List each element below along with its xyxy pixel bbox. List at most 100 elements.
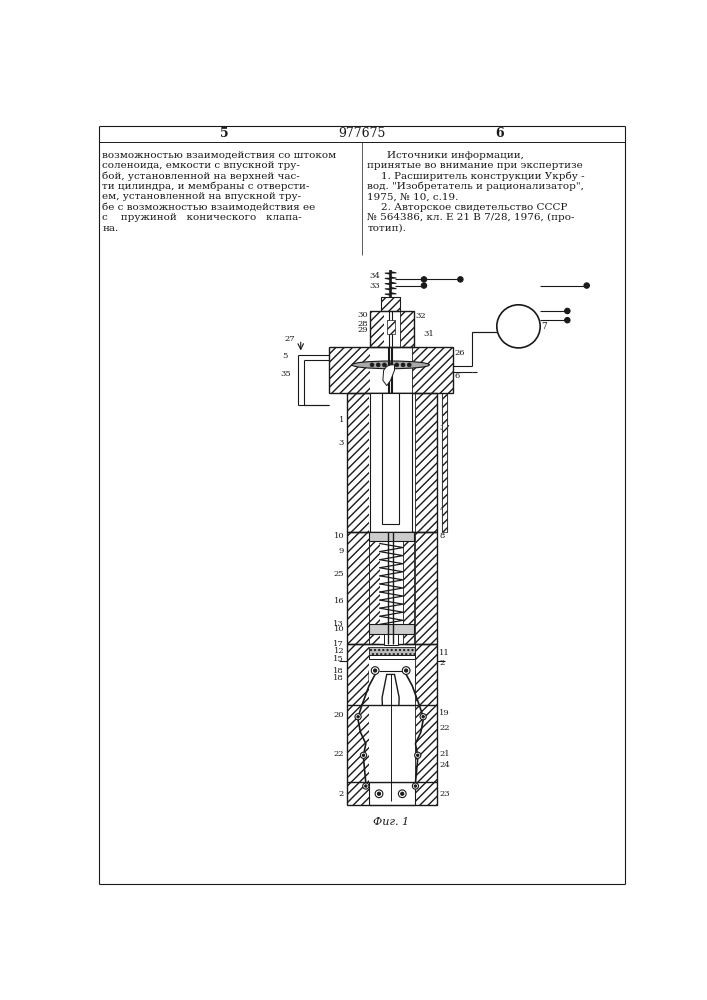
Circle shape	[398, 790, 406, 798]
Text: 23: 23	[440, 790, 450, 798]
Text: 3: 3	[339, 439, 344, 447]
Text: 18: 18	[334, 674, 344, 682]
Text: тотип).: тотип).	[368, 224, 407, 233]
Circle shape	[363, 754, 365, 756]
Circle shape	[365, 785, 367, 787]
Circle shape	[370, 363, 374, 367]
Text: 7: 7	[542, 322, 547, 331]
Text: 13: 13	[334, 620, 344, 628]
Text: 21: 21	[440, 750, 450, 758]
Text: 977675: 977675	[338, 127, 385, 140]
Circle shape	[497, 305, 540, 348]
Text: 15: 15	[334, 655, 344, 663]
Bar	[381, 297, 400, 311]
Circle shape	[361, 752, 367, 758]
Text: 18: 18	[334, 667, 344, 675]
Bar	[369, 705, 416, 782]
Text: Фиг. 1: Фиг. 1	[373, 817, 409, 827]
Circle shape	[375, 790, 383, 798]
Bar	[347, 532, 369, 644]
Polygon shape	[383, 365, 395, 386]
Circle shape	[421, 277, 426, 282]
Bar	[347, 705, 369, 782]
Polygon shape	[382, 674, 399, 805]
Bar	[384, 634, 397, 645]
Text: ти цилиндра, и мембраны с отверсти-: ти цилиндра, и мембраны с отверсти-	[103, 182, 310, 191]
Text: 4: 4	[440, 505, 445, 513]
Text: 34: 34	[370, 272, 380, 280]
Text: 22: 22	[334, 750, 344, 758]
Bar	[416, 644, 437, 705]
Text: 10: 10	[334, 532, 344, 540]
Text: 11: 11	[440, 649, 450, 657]
Text: соленоида, емкости с впускной тру-: соленоида, емкости с впускной тру-	[103, 161, 300, 170]
Ellipse shape	[352, 361, 429, 369]
Bar	[403, 532, 414, 644]
Text: 5: 5	[282, 352, 288, 360]
Text: 19: 19	[440, 709, 450, 717]
Bar	[369, 644, 416, 705]
Text: 1975, № 10, с.19.: 1975, № 10, с.19.	[368, 192, 459, 201]
Circle shape	[412, 783, 419, 789]
Bar	[400, 311, 414, 347]
Text: 24: 24	[440, 761, 450, 769]
Text: бой, установленной на верхней час-: бой, установленной на верхней час-	[103, 172, 300, 181]
Bar	[347, 393, 369, 532]
Text: 6: 6	[454, 372, 460, 380]
Bar	[381, 297, 400, 311]
Circle shape	[357, 716, 359, 718]
Bar	[384, 311, 400, 347]
Text: 28: 28	[358, 320, 368, 328]
Text: 2: 2	[339, 790, 344, 798]
Text: 10: 10	[334, 625, 344, 633]
Bar	[347, 644, 369, 705]
Bar	[416, 532, 437, 644]
Text: 6: 6	[495, 127, 503, 140]
Bar	[347, 782, 437, 805]
Text: 30: 30	[358, 311, 368, 319]
Text: 1. Расширитель конструкции Укрбу -: 1. Расширитель конструкции Укрбу -	[381, 172, 585, 181]
Text: 12: 12	[334, 647, 344, 655]
Circle shape	[355, 714, 361, 720]
Circle shape	[371, 667, 379, 674]
Text: 37: 37	[440, 424, 450, 432]
Bar	[370, 347, 411, 393]
Text: ем, установленной на впускной тру-: ем, установленной на впускной тру-	[103, 192, 301, 201]
Bar	[369, 624, 414, 634]
Bar	[369, 655, 416, 659]
Bar	[416, 393, 437, 532]
Bar	[369, 647, 416, 655]
Text: с    пружиной   конического   клапа-: с пружиной конического клапа-	[103, 213, 302, 222]
Text: 22: 22	[440, 724, 450, 732]
Circle shape	[565, 308, 570, 314]
Text: возможностью взаимодействия со штоком: возможностью взаимодействия со штоком	[103, 151, 337, 160]
Bar	[369, 782, 416, 805]
Text: 31: 31	[423, 330, 434, 338]
Bar	[370, 311, 384, 347]
Text: 16: 16	[334, 597, 344, 605]
Bar	[411, 347, 452, 393]
Text: 29: 29	[358, 326, 368, 334]
Circle shape	[421, 283, 426, 288]
Circle shape	[407, 363, 411, 367]
Text: 20: 20	[334, 711, 344, 719]
Text: 26: 26	[454, 349, 464, 357]
Circle shape	[389, 363, 392, 367]
Circle shape	[414, 785, 416, 787]
Circle shape	[416, 754, 419, 756]
Text: 17: 17	[334, 640, 344, 648]
Text: 25: 25	[334, 570, 344, 578]
Circle shape	[422, 716, 424, 718]
Text: 27: 27	[285, 335, 296, 343]
Bar	[369, 393, 416, 532]
Text: Источники информации,: Источники информации,	[387, 151, 524, 160]
Text: 32: 32	[416, 312, 426, 320]
Text: 35: 35	[280, 370, 291, 378]
Bar	[380, 532, 403, 644]
Text: бе с возможностью взаимодействия ее: бе с возможностью взаимодействия ее	[103, 203, 315, 212]
Bar	[329, 347, 370, 393]
Circle shape	[401, 363, 405, 367]
Circle shape	[363, 783, 369, 789]
Text: № 564386, кл. Е 21 В 7/28, 1976, (про-: № 564386, кл. Е 21 В 7/28, 1976, (про-	[368, 213, 575, 222]
Text: вод. "Изобретатель и рационализатор",: вод. "Изобретатель и рационализатор",	[368, 182, 584, 191]
